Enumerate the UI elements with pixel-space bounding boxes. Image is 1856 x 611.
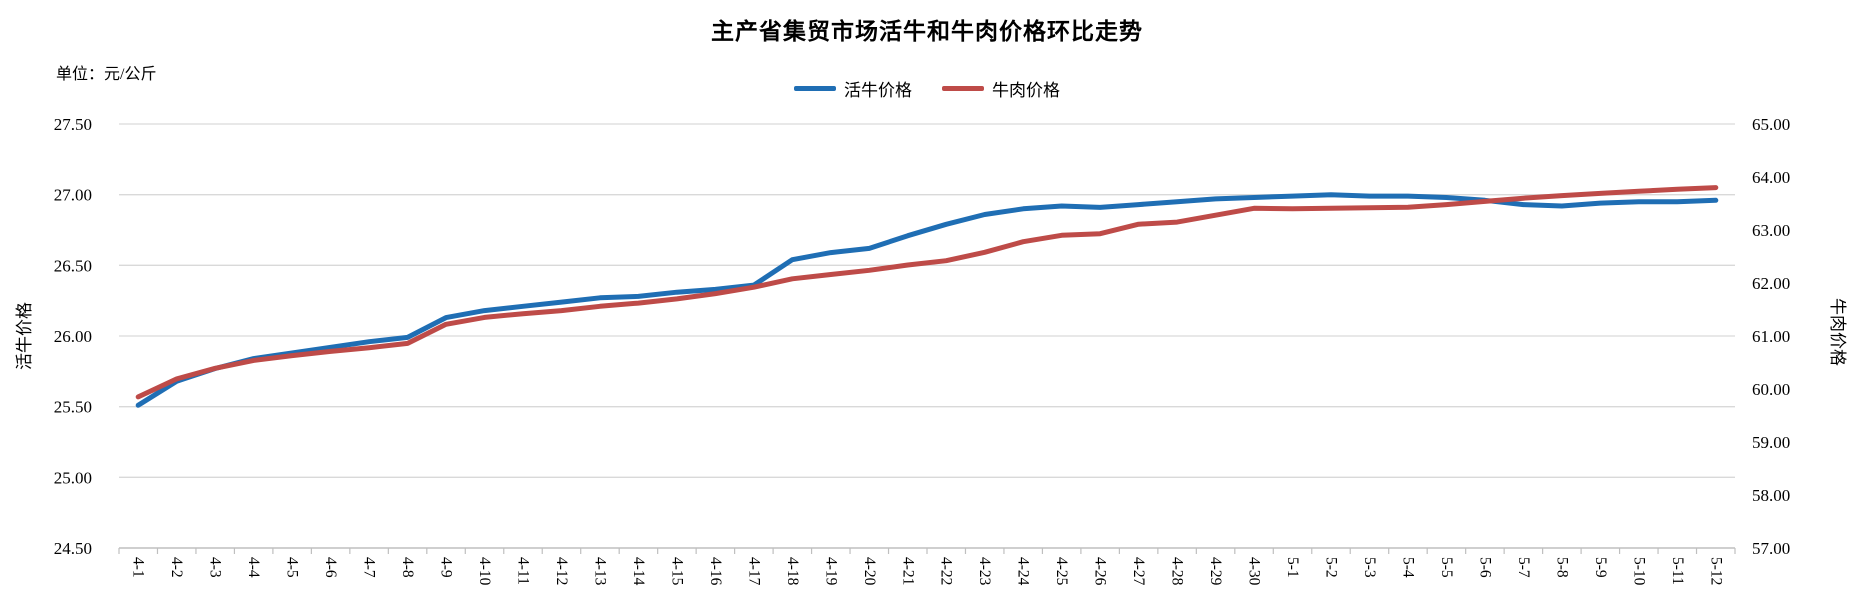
right-axis-tick-label: 59.00 (1752, 433, 1790, 452)
x-tick-label: 4-21 (899, 557, 916, 585)
left-axis-tick-label: 25.50 (54, 398, 92, 417)
x-tick-label: 4-27 (1130, 557, 1147, 586)
x-tick-label: 4-17 (745, 557, 762, 586)
x-tick-label: 4-26 (1092, 557, 1109, 586)
left-axis-tick-label: 24.50 (54, 539, 92, 558)
left-axis-tick-label: 25.00 (54, 468, 92, 487)
x-tick-label: 4-22 (938, 557, 955, 585)
left-axis-title: 活牛价格 (15, 302, 34, 370)
right-axis-tick-label: 63.00 (1752, 221, 1790, 240)
x-tick-label: 4-28 (1169, 557, 1186, 586)
left-axis-tick-label: 27.00 (54, 186, 92, 205)
right-axis-title: 牛肉价格 (1828, 298, 1847, 366)
left-axis-tick-label: 26.00 (54, 327, 92, 346)
legend-item-beef[interactable]: 牛肉价格 (942, 76, 1060, 101)
x-tick-label: 4-6 (322, 557, 339, 578)
x-tick-label: 4-23 (976, 557, 993, 586)
live-cattle-price-line (135, 192, 1719, 408)
unit-label: 单位：元/公斤 (56, 66, 157, 83)
x-tick-label: 5-4 (1399, 557, 1416, 578)
x-tick-label: 4-20 (861, 557, 878, 586)
x-tick-label: 4-13 (591, 557, 608, 586)
x-tick-label: 4-12 (553, 557, 570, 585)
legend-label-live-cattle: 活牛价格 (844, 81, 912, 100)
x-tick-label: 5-12 (1707, 557, 1724, 585)
x-tick-label: 4-15 (668, 557, 685, 586)
x-tick-label: 5-3 (1361, 557, 1378, 578)
x-tick-label: 4-3 (207, 557, 224, 578)
right-axis-tick-label: 57.00 (1752, 539, 1790, 558)
x-tick-label: 4-25 (1053, 557, 1070, 586)
right-axis-tick-label: 61.00 (1752, 327, 1790, 346)
right-axis-tick-label: 60.00 (1752, 380, 1790, 399)
x-tick-label: 5-10 (1630, 557, 1647, 586)
x-tick-label: 5-5 (1438, 557, 1455, 578)
chart-title: 主产省集贸市场活牛和牛肉价格环比走势 (711, 19, 1143, 44)
live-cattle-line-swatch (794, 86, 836, 91)
x-tick-label: 4-10 (476, 557, 493, 586)
legend-item-live-cattle[interactable]: 活牛价格 (794, 76, 912, 101)
right-axis-tick-label: 65.00 (1752, 115, 1790, 134)
x-tick-label: 5-9 (1592, 557, 1609, 578)
left-axis-tick-label: 27.50 (54, 115, 92, 134)
x-tick-label: 4-19 (822, 557, 839, 586)
chart-legend: 活牛价格 牛肉价格 (119, 76, 1735, 101)
right-axis-tick-label: 62.00 (1752, 274, 1790, 293)
x-tick-label: 4-24 (1015, 557, 1032, 586)
x-tick-label: 4-29 (1207, 557, 1224, 586)
right-axis-tick-label: 64.00 (1752, 168, 1790, 187)
x-tick-label: 5-8 (1553, 557, 1570, 578)
beef-line-swatch (942, 86, 984, 91)
x-tick-label: 5-1 (1284, 557, 1301, 578)
x-tick-label: 4-2 (168, 557, 185, 578)
legend-label-beef: 牛肉价格 (992, 81, 1060, 100)
x-tick-label: 4-1 (130, 557, 147, 578)
x-tick-label: 4-5 (284, 557, 301, 578)
x-tick-label: 5-2 (1323, 557, 1340, 578)
x-tick-label: 4-16 (707, 557, 724, 586)
x-tick-label: 5-7 (1515, 557, 1532, 578)
beef-price-line (135, 185, 1719, 400)
x-tick-label: 5-6 (1476, 557, 1493, 578)
left-axis-tick-label: 26.50 (54, 256, 92, 275)
right-axis-tick-label: 58.00 (1752, 486, 1790, 505)
x-tick-label: 4-11 (515, 557, 532, 585)
x-tick-label: 4-9 (438, 557, 455, 578)
x-tick-label: 4-8 (399, 557, 416, 578)
x-tick-label: 4-30 (1246, 557, 1263, 586)
x-tick-label: 4-4 (245, 557, 262, 578)
x-tick-label: 4-18 (784, 557, 801, 586)
x-tick-label: 4-7 (361, 557, 378, 578)
x-tick-label: 4-14 (630, 557, 647, 586)
x-tick-label: 5-11 (1669, 557, 1686, 585)
